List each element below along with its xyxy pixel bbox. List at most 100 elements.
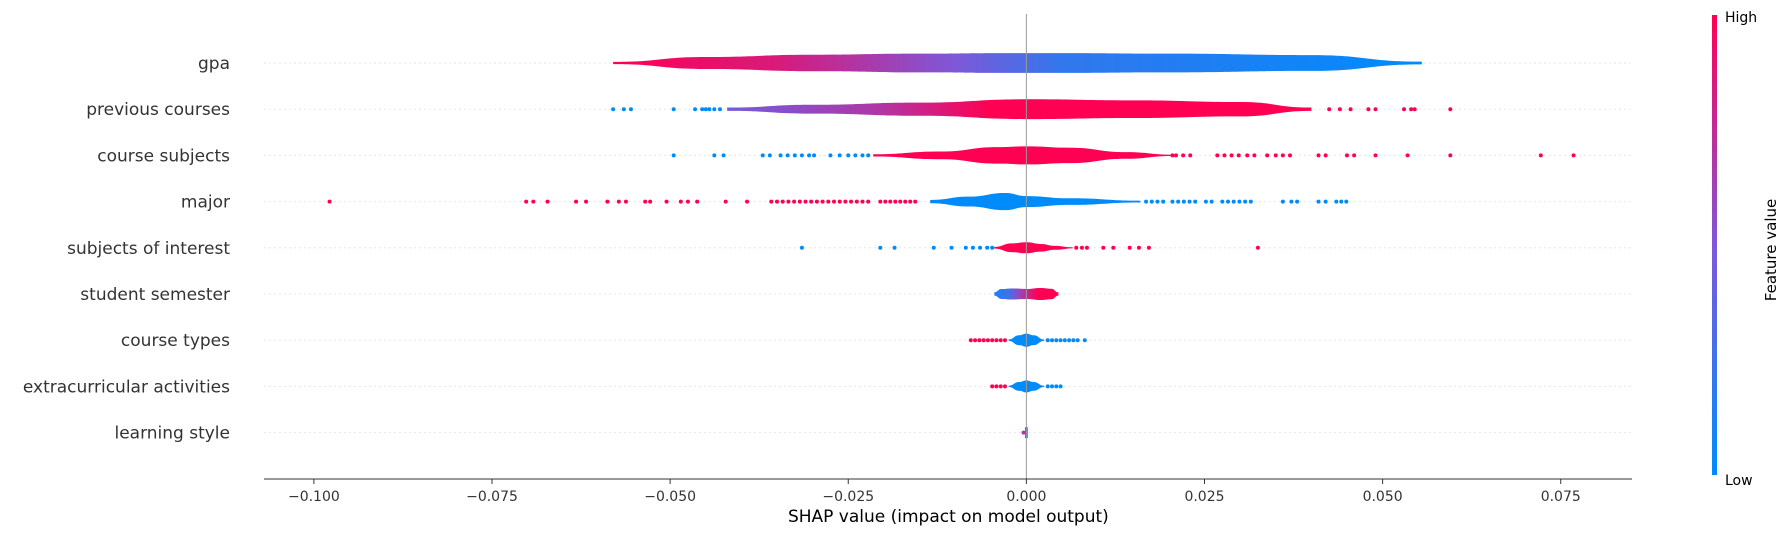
outlier-point-subjects-of-interest <box>1111 245 1116 250</box>
outlier-point-course-types <box>998 338 1003 343</box>
outlier-point-major <box>1209 199 1214 204</box>
outlier-point-course-subjects <box>860 153 865 158</box>
outlier-point-course-subjects <box>1236 153 1241 158</box>
outlier-points <box>327 107 1576 435</box>
outlier-point-course-subjects <box>866 153 871 158</box>
outlier-point-course-subjects <box>1265 153 1270 158</box>
x-tick-label: −0.050 <box>644 489 696 505</box>
outlier-point-course-subjects <box>1222 153 1227 158</box>
outlier-point-major <box>803 199 808 204</box>
outlier-point-subjects-of-interest <box>878 245 883 250</box>
outlier-point-extracurricular-activities <box>1058 384 1063 389</box>
outlier-point-course-types <box>1003 338 1007 343</box>
outlier-point-previous-courses <box>693 107 698 112</box>
violin-major <box>930 193 1141 211</box>
outlier-point-course-subjects <box>778 153 783 158</box>
violin-course-subjects <box>873 146 1173 165</box>
outlier-point-major <box>849 199 854 204</box>
outlier-point-major <box>843 199 848 204</box>
outlier-point-major <box>574 199 579 204</box>
outlier-point-subjects-of-interest <box>1127 245 1132 250</box>
outlier-point-course-subjects <box>1181 153 1186 158</box>
outlier-point-major <box>1237 199 1242 204</box>
outlier-point-course-subjects <box>846 153 851 158</box>
outlier-point-previous-courses <box>1373 107 1378 112</box>
outlier-point-course-subjects <box>1273 153 1278 158</box>
outlier-point-previous-courses <box>707 107 712 112</box>
violin-previous-courses <box>727 99 1312 120</box>
feature-labels: gpa previous courses course subjects major s… <box>23 54 230 444</box>
outlier-point-major <box>1203 199 1208 204</box>
outlier-point-course-subjects <box>1170 153 1175 158</box>
outlier-point-previous-courses <box>1327 107 1332 112</box>
feature-gridlines <box>264 62 1632 434</box>
x-tick-label: −0.100 <box>288 489 340 505</box>
outlier-point-subjects-of-interest <box>963 245 968 250</box>
outlier-point-subjects-of-interest <box>978 245 983 250</box>
outlier-point-major <box>780 199 785 204</box>
feature-label-extracurricular-activities: extracurricular activities <box>23 377 230 397</box>
outlier-point-major <box>1170 199 1175 204</box>
x-axis: −0.100 −0.075 −0.050 −0.025 0.000 0.025 0.050 0… <box>264 478 1632 527</box>
x-tick-label: −0.075 <box>466 489 518 505</box>
outlier-point-course-types <box>968 338 973 343</box>
outlier-point-major <box>648 199 653 204</box>
x-axis-title: SHAP value (impact on model output) <box>788 507 1109 527</box>
x-tick-label: −0.025 <box>822 489 874 505</box>
outlier-point-course-subjects <box>1323 153 1328 158</box>
colorbar-gradient <box>1712 15 1717 475</box>
outlier-point-major <box>837 199 842 204</box>
outlier-point-course-types <box>1067 338 1072 343</box>
outlier-point-previous-courses <box>611 107 616 112</box>
outlier-point-subjects-of-interest <box>949 245 954 250</box>
outlier-point-major <box>913 199 918 204</box>
x-tick-label: 0.050 <box>1363 489 1403 505</box>
feature-label-student-semester: student semester <box>80 285 230 305</box>
outlier-point-major <box>1161 199 1166 204</box>
outlier-point-course-subjects <box>812 153 817 158</box>
outlier-point-previous-courses <box>671 107 676 112</box>
outlier-point-major <box>531 199 536 204</box>
colorbar-low-label: Low <box>1725 473 1753 489</box>
outlier-point-course-subjects <box>1245 153 1250 158</box>
outlier-point-major <box>820 199 825 204</box>
outlier-point-major <box>1243 199 1248 204</box>
outlier-point-course-subjects <box>1345 153 1349 158</box>
outlier-point-course-subjects <box>1352 153 1357 158</box>
outlier-point-major <box>792 199 797 204</box>
outlier-point-course-types <box>973 338 978 343</box>
outlier-point-major <box>685 199 690 204</box>
outlier-point-subjects-of-interest <box>1101 245 1106 250</box>
outlier-point-previous-courses <box>1402 107 1406 112</box>
outlier-point-major <box>695 199 700 204</box>
outlier-point-subjects-of-interest <box>799 245 804 250</box>
outlier-point-previous-courses <box>1409 107 1414 112</box>
outlier-point-major <box>826 199 831 204</box>
outlier-point-subjects-of-interest <box>892 245 897 250</box>
outlier-point-major <box>664 199 669 204</box>
outlier-point-extracurricular-activities <box>990 384 995 389</box>
outlier-point-extracurricular-activities <box>1045 384 1050 389</box>
outlier-point-extracurricular-activities <box>1003 384 1007 389</box>
outlier-point-major <box>1280 199 1285 204</box>
outlier-point-previous-courses <box>1366 107 1371 112</box>
outlier-point-major <box>623 199 628 204</box>
outlier-point-course-subjects <box>671 153 676 158</box>
outlier-point-major <box>908 199 913 204</box>
outlier-point-extracurricular-activities <box>994 384 999 389</box>
outlier-point-major <box>1295 199 1300 204</box>
outlier-point-major <box>616 199 621 204</box>
outlier-point-course-subjects <box>1252 153 1257 158</box>
outlier-point-course-types <box>981 338 986 343</box>
outlier-point-major <box>797 199 802 204</box>
outlier-point-course-subjects <box>1373 153 1378 158</box>
outlier-point-major <box>584 199 589 204</box>
outlier-point-course-subjects <box>785 153 790 158</box>
outlier-point-course-types <box>1082 338 1087 343</box>
outlier-point-subjects-of-interest <box>1084 245 1089 250</box>
feature-label-subjects-of-interest: subjects of interest <box>67 239 230 259</box>
x-tick-label: 0.075 <box>1541 489 1581 505</box>
outlier-point-major <box>769 199 774 204</box>
outlier-point-subjects-of-interest <box>1136 245 1141 250</box>
outlier-point-course-types <box>1071 338 1076 343</box>
